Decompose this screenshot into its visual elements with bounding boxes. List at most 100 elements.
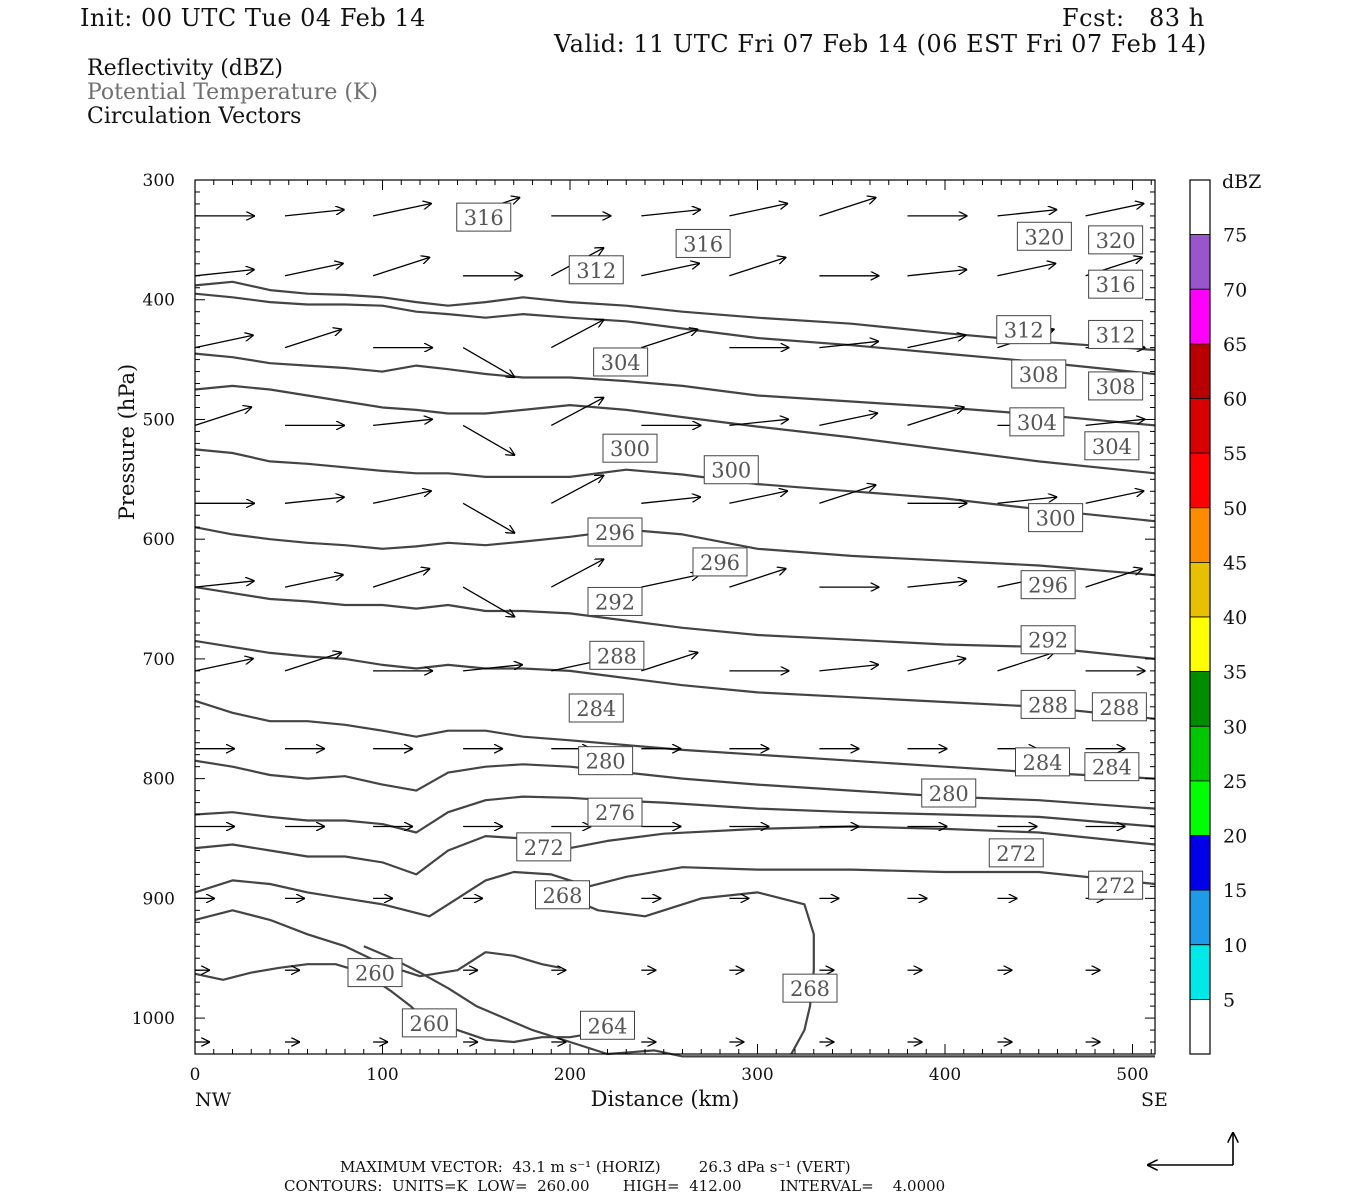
contour-line-296 xyxy=(194,586,1156,660)
contour-label-box xyxy=(587,797,643,827)
contour-label-text: 268 xyxy=(542,884,582,908)
y-tick-label: 1000 xyxy=(132,1009,175,1029)
contour-label-text: 312 xyxy=(1096,323,1136,347)
contour-label-text: 288 xyxy=(1099,696,1139,720)
plot-frame xyxy=(194,179,1156,1055)
contour-label-316: 316 xyxy=(1088,269,1144,299)
vector-arrow xyxy=(194,270,255,277)
contour-label-text: 284 xyxy=(1022,751,1062,775)
legend-potential-temperature: Potential Temperature (K) xyxy=(87,80,378,105)
colorbar-unit: dBZ xyxy=(1222,171,1261,193)
colorbar-segment xyxy=(1189,616,1211,672)
contour-label-box xyxy=(1009,407,1065,437)
y-axis-label: Pressure (hPa) xyxy=(115,364,139,520)
contour-label-box xyxy=(602,433,658,463)
vector-arrow xyxy=(641,652,698,672)
vector-arrow xyxy=(1085,419,1146,427)
contour-label-288: 288 xyxy=(1091,692,1147,722)
vector-arrow xyxy=(907,658,967,672)
colorbar-segment xyxy=(1189,507,1211,563)
vector-arrow xyxy=(641,210,701,217)
colorbar-segment xyxy=(1189,288,1211,345)
contour-label-text: 304 xyxy=(1017,411,1057,435)
colorbar-label: 50 xyxy=(1223,498,1247,520)
vector-arrow xyxy=(372,569,430,588)
contour-label-text: 268 xyxy=(790,977,830,1001)
contour-label-304: 304 xyxy=(1084,431,1140,461)
colorbar-label: 15 xyxy=(1223,880,1247,902)
contour-line-308 xyxy=(194,384,1156,475)
contour-label-box xyxy=(580,1010,635,1040)
theta-contours xyxy=(194,280,1156,1058)
contour-label-text: 320 xyxy=(1096,229,1136,253)
contour-label-308: 308 xyxy=(1088,371,1144,401)
contour-label-box xyxy=(1091,692,1147,722)
legend-circulation-vectors: Circulation Vectors xyxy=(87,104,302,129)
contour-label-260: 260 xyxy=(347,958,403,988)
contour-label-text: 260 xyxy=(355,962,395,986)
contour-label-text: 288 xyxy=(1028,693,1068,717)
contour-label-276: 276 xyxy=(587,797,643,827)
contour-label-292: 292 xyxy=(587,586,643,616)
contour-label-312: 312 xyxy=(996,315,1052,345)
contour-label-text: 308 xyxy=(1096,375,1136,399)
contour-line-292 xyxy=(194,639,1156,720)
x-tick-label: 300 xyxy=(741,1065,773,1085)
contour-label-box xyxy=(516,832,572,862)
contour-label-text: 320 xyxy=(1024,225,1064,249)
y-tick-label: 600 xyxy=(143,530,175,550)
colorbar-label: 75 xyxy=(1223,225,1247,247)
vector-arrow xyxy=(729,569,786,588)
contour-label-box xyxy=(1088,269,1144,299)
contour-line-288 xyxy=(194,699,1156,780)
vector-arrow xyxy=(819,197,876,217)
colorbar-segment xyxy=(1189,452,1211,509)
contour-label-text: 304 xyxy=(601,351,641,375)
vector-arrow xyxy=(372,203,432,217)
y-tick-label: 900 xyxy=(143,889,175,909)
contour-label-box xyxy=(568,255,624,285)
contour-label-260: 260 xyxy=(401,1008,457,1038)
contour-label-296: 296 xyxy=(1020,570,1076,600)
vector-arrow xyxy=(997,497,1058,504)
colorbar-label: 30 xyxy=(1223,716,1247,738)
contour-line-300 xyxy=(194,526,1156,577)
contour-line-312 xyxy=(194,352,1156,427)
vector-arrow xyxy=(819,665,879,672)
contour-label-284: 284 xyxy=(1015,747,1070,777)
contour-label-box xyxy=(568,693,624,723)
contour-label-text: 276 xyxy=(595,801,635,825)
contour-label-box xyxy=(589,640,645,670)
contour-label-316: 316 xyxy=(675,228,731,258)
contour-label-box xyxy=(587,586,643,616)
contour-label-text: 264 xyxy=(587,1014,627,1038)
colorbar-label: 20 xyxy=(1223,826,1247,848)
vector-arrow xyxy=(462,347,515,378)
contour-label-box xyxy=(1020,689,1076,719)
contour-label-268: 268 xyxy=(782,973,838,1003)
colorbar-label: 40 xyxy=(1223,607,1247,629)
contour-label-308: 308 xyxy=(1011,359,1067,389)
y-tick-label: 400 xyxy=(143,291,175,311)
contour-label-296: 296 xyxy=(587,517,643,547)
vector-arrow xyxy=(284,263,344,277)
vector-arrow xyxy=(372,491,432,504)
colorbar-label: 55 xyxy=(1223,443,1247,465)
vector-arrow xyxy=(1085,491,1145,504)
contour-line-260 xyxy=(194,963,599,1044)
vector-arrow xyxy=(284,329,342,349)
x-tick-label: 500 xyxy=(1116,1065,1148,1085)
contour-label-280: 280 xyxy=(578,746,634,776)
vector-arrow xyxy=(729,491,788,504)
valid-time: Valid: 11 UTC Fri 07 Feb 14 (06 EST Fri … xyxy=(554,30,1207,58)
contour-label-text: 272 xyxy=(524,836,564,860)
contour-label-box xyxy=(1016,221,1072,251)
x-end-label-nw: NW xyxy=(195,1089,232,1111)
contour-label-text: 292 xyxy=(1028,629,1068,653)
contour-label-box xyxy=(921,778,977,808)
contour-label-272: 272 xyxy=(516,832,572,862)
contour-label-text: 280 xyxy=(586,750,626,774)
vector-arrow xyxy=(1085,569,1143,588)
contour-label-box xyxy=(1020,570,1076,600)
